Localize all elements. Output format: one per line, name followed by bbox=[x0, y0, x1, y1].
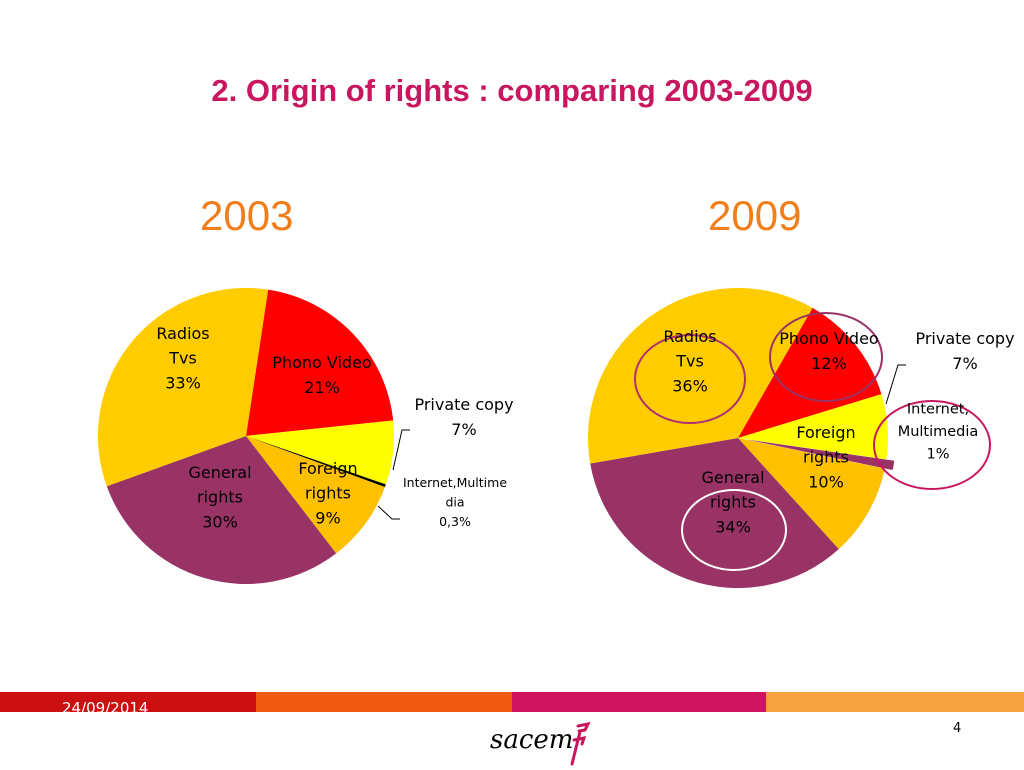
slice-foreign-rights bbox=[738, 438, 885, 550]
page-number: 4 bbox=[953, 721, 962, 736]
highlight-ellipse bbox=[681, 489, 787, 571]
label-general-rights: General rights 30% bbox=[188, 463, 251, 532]
chart-title-2003: 2003 bbox=[200, 192, 294, 239]
label-internet-multimedia: Internet,Multime dia 0,3% bbox=[403, 475, 507, 529]
label-radios-tvs: Radios Tvs 33% bbox=[156, 324, 209, 393]
footer-band-2 bbox=[256, 692, 512, 712]
pie-2003: Phono Video 21% Private copy 7% Internet,Mul… bbox=[97, 287, 514, 585]
highlight-ellipse bbox=[634, 334, 746, 424]
sacem-logo: sacem bbox=[488, 718, 598, 770]
label-private-copy: Private copy 7% bbox=[414, 395, 513, 439]
slice-private-copy bbox=[246, 420, 394, 485]
slice-private-copy bbox=[738, 394, 888, 460]
logo-text: sacem bbox=[490, 725, 573, 755]
footer-band-3 bbox=[512, 692, 766, 712]
footer-date: 24/09/2014 bbox=[62, 699, 149, 717]
slice-foreign-rights bbox=[246, 436, 385, 554]
label-phono-video: Phono Video 12% bbox=[779, 329, 878, 373]
label-internet-multimedia: Internet, Multimedia 1% bbox=[898, 402, 979, 463]
leader-line bbox=[377, 505, 400, 520]
slice-internet-multimedia bbox=[745, 439, 895, 471]
footer-band-1 bbox=[0, 692, 256, 712]
slice-phono-video bbox=[738, 307, 882, 438]
highlight-ellipse bbox=[873, 400, 991, 490]
slide-title: 2. Origin of rights : comparing 2003-200… bbox=[211, 73, 813, 108]
label-phono-video: Phono Video 21% bbox=[272, 353, 371, 397]
chart-title-2009: 2009 bbox=[708, 192, 802, 239]
slice-general-rights bbox=[590, 438, 839, 588]
label-foreign-rights: Foreign rights 9% bbox=[298, 459, 357, 528]
label-foreign-rights: Foreign rights 10% bbox=[796, 423, 855, 492]
slice-internet-multimedia bbox=[246, 436, 386, 488]
leader-line bbox=[885, 364, 906, 405]
label-radios-tvs: Radios Tvs 36% bbox=[663, 327, 716, 396]
label-private-copy: Private copy 7% bbox=[915, 329, 1014, 373]
pie-2009: Phono Video 12% Private copy 7% Internet, Mul… bbox=[588, 287, 1015, 588]
leader-line bbox=[392, 429, 410, 471]
highlight-ellipse bbox=[769, 312, 883, 402]
slice-radios-tvs bbox=[588, 287, 813, 464]
slice-general-rights bbox=[106, 436, 337, 585]
label-general-rights: General rights 34% bbox=[701, 468, 764, 537]
footer-band-4 bbox=[766, 692, 1024, 712]
slice-radios-tvs bbox=[97, 287, 269, 487]
slice-phono-video bbox=[246, 289, 394, 436]
